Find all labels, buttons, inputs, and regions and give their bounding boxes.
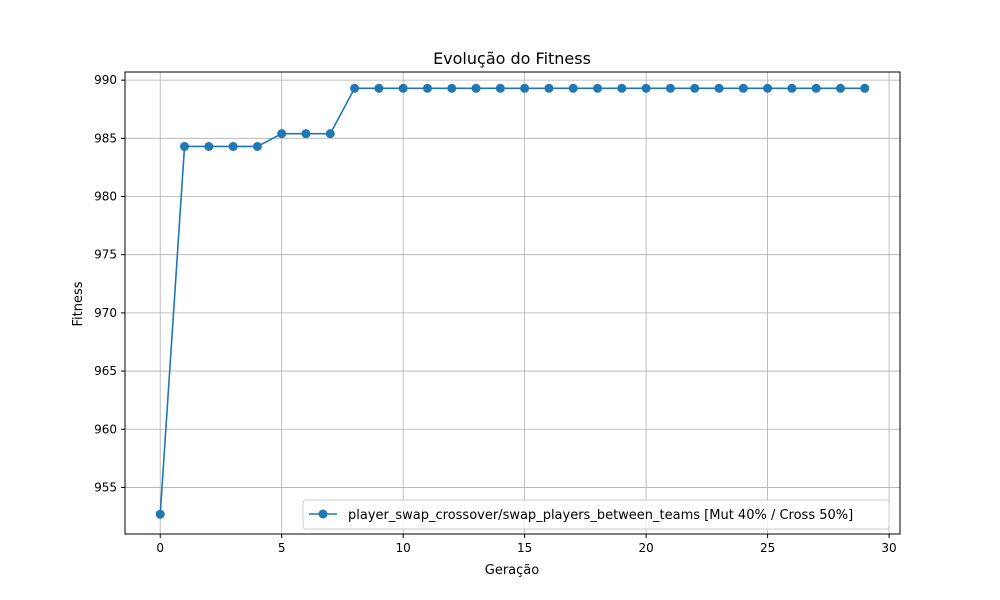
legend-label: player_swap_crossover/swap_players_betwe… — [348, 508, 853, 523]
chart-title: Evolução do Fitness — [433, 49, 591, 68]
data-point — [471, 83, 481, 93]
data-point — [690, 83, 700, 93]
data-point — [641, 83, 651, 93]
data-point — [350, 83, 360, 93]
data-point — [617, 83, 627, 93]
data-point — [665, 83, 675, 93]
y-tick-label: 975 — [94, 248, 117, 262]
data-point — [835, 83, 845, 93]
data-point — [787, 83, 797, 93]
x-axis-ticks: 0 5 10 15 20 25 30 — [156, 534, 897, 555]
y-axis-ticks: 955 960 965 970 975 980 985 990 — [94, 73, 125, 494]
y-tick-label: 965 — [94, 364, 117, 378]
data-point — [252, 141, 262, 151]
x-tick-label: 20 — [638, 541, 653, 555]
data-point — [180, 141, 190, 151]
data-point — [301, 129, 311, 139]
data-point — [860, 83, 870, 93]
y-tick-label: 980 — [94, 190, 117, 204]
data-point — [325, 129, 335, 139]
plot-frame — [124, 71, 901, 535]
data-point — [422, 83, 432, 93]
x-tick-label: 25 — [760, 541, 775, 555]
y-tick-label: 970 — [94, 306, 117, 320]
data-point — [520, 83, 530, 93]
data-point — [277, 129, 287, 139]
x-tick-label: 10 — [396, 541, 411, 555]
legend: player_swap_crossover/swap_players_betwe… — [302, 499, 890, 530]
x-tick-label: 5 — [278, 541, 286, 555]
data-point — [714, 83, 724, 93]
data-point — [447, 83, 457, 93]
data-point — [228, 141, 238, 151]
legend-box — [302, 499, 890, 530]
data-point — [593, 83, 603, 93]
y-tick-label: 985 — [94, 131, 117, 145]
x-axis-label: Geração — [485, 563, 539, 578]
y-tick-label: 990 — [94, 73, 117, 87]
data-point — [568, 83, 578, 93]
data-point — [738, 83, 748, 93]
y-axis-label: Fitness — [71, 281, 86, 326]
data-point — [811, 83, 821, 93]
legend-marker — [318, 509, 328, 519]
grid — [125, 72, 900, 534]
x-tick-label: 30 — [881, 541, 896, 555]
data-point — [155, 509, 165, 519]
y-tick-label: 955 — [94, 480, 117, 494]
data-point — [374, 83, 384, 93]
data-point — [398, 83, 408, 93]
data-point — [204, 141, 214, 151]
data-point — [544, 83, 554, 93]
series-layer — [155, 83, 870, 519]
data-point — [763, 83, 773, 93]
data-point — [495, 83, 505, 93]
x-tick-label: 15 — [517, 541, 532, 555]
x-tick-label: 0 — [156, 541, 164, 555]
y-tick-label: 960 — [94, 422, 117, 436]
